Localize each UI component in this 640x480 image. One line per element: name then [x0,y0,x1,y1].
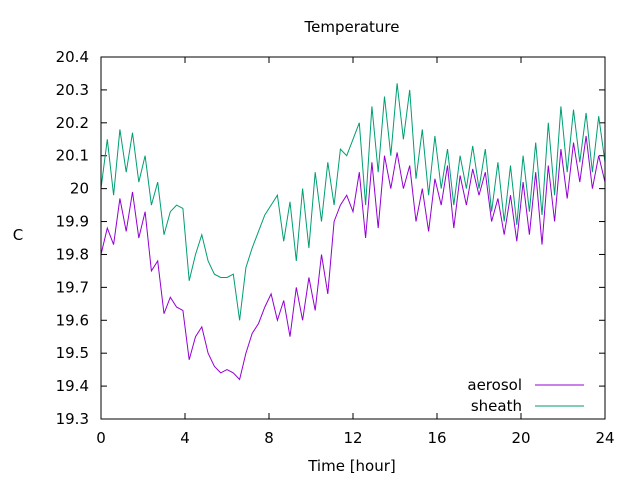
legend: aerosol sheath [467,376,584,415]
y-tick-label: 19.8 [56,245,89,263]
series-line-sheath [100,83,606,321]
y-tick-label: 19.5 [56,344,89,362]
y-tick-label: 19.6 [56,311,89,329]
y-tick-label: 20.1 [56,147,89,165]
x-axis-title: Time [hour] [307,457,396,475]
y-tick-label: 19.3 [56,410,89,428]
x-tick-label: 0 [96,429,106,447]
x-tick-label: 8 [264,429,274,447]
y-tick-label: 20.3 [56,81,89,99]
x-tick-label: 4 [180,429,190,447]
axis-ticks: 0 4 8 12 16 20 24 19.3 19.4 19.5 19.6 19.7 19.8 19.9 2… [56,48,615,447]
y-tick-label: 19.4 [56,377,89,395]
series-line-aerosol [100,135,606,381]
x-tick-label: 20 [511,429,530,447]
legend-label-sheath: sheath [471,397,522,415]
series-layer [100,83,606,381]
x-tick-label: 24 [595,429,614,447]
chart-title: Temperature [303,18,399,36]
y-tick-label: 20.4 [56,48,89,66]
y-tick-label: 20 [70,180,89,198]
y-tick-label: 19.7 [56,278,89,296]
legend-label-aerosol: aerosol [467,376,522,394]
plot-frame [100,56,606,420]
x-tick-label: 16 [427,429,446,447]
y-axis-title: C [13,226,23,244]
x-tick-label: 12 [343,429,362,447]
y-tick-label: 19.9 [56,213,89,231]
y-tick-label: 20.2 [56,114,89,132]
